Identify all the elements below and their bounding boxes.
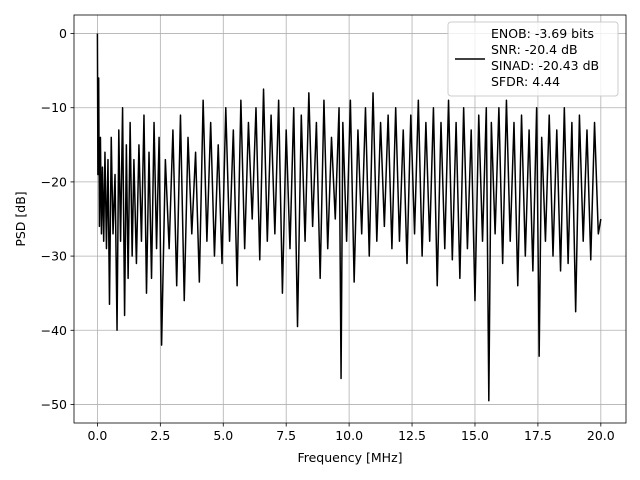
legend-snr: SNR: -20.4 dB [491, 42, 578, 57]
x-axis-label: Frequency [MHz] [297, 450, 402, 465]
y-tick-label: −50 [41, 397, 67, 412]
y-tick-label: −10 [41, 100, 67, 115]
y-tick-label: −20 [41, 174, 67, 189]
legend-sfdr: SFDR: 4.44 [491, 74, 560, 89]
axis-ticks: 0.0 2.5 5.0 7.5 10.0 12.5 15.0 17.5 20.0 0 −10 −20 −… [41, 26, 615, 443]
x-tick-label: 20.0 [587, 428, 615, 443]
x-tick-label: 12.5 [398, 428, 426, 443]
plot-area-frame [73, 14, 627, 424]
x-tick-label: 0.0 [87, 428, 107, 443]
series-layer [96, 33, 602, 402]
x-tick-label: 2.5 [150, 428, 170, 443]
x-tick-label: 17.5 [524, 428, 552, 443]
y-tick-label: 0 [59, 26, 67, 41]
legend-box [447, 21, 619, 97]
x-tick-label: 7.5 [276, 428, 296, 443]
x-tick-label: 5.0 [213, 428, 233, 443]
legend: ENOB: -3.69 bits SNR: -20.4 dB SINAD: -2… [447, 21, 619, 97]
y-axis-label: PSD [dB] [13, 191, 28, 246]
x-tick-label: 10.0 [335, 428, 363, 443]
psd-series-line [96, 33, 602, 402]
y-tick-label: −40 [41, 323, 67, 338]
legend-sinad: SINAD: -20.43 dB [491, 58, 599, 73]
y-tick-label: −30 [41, 249, 67, 264]
x-tick-label: 15.0 [461, 428, 489, 443]
legend-enob: ENOB: -3.69 bits [491, 26, 594, 41]
